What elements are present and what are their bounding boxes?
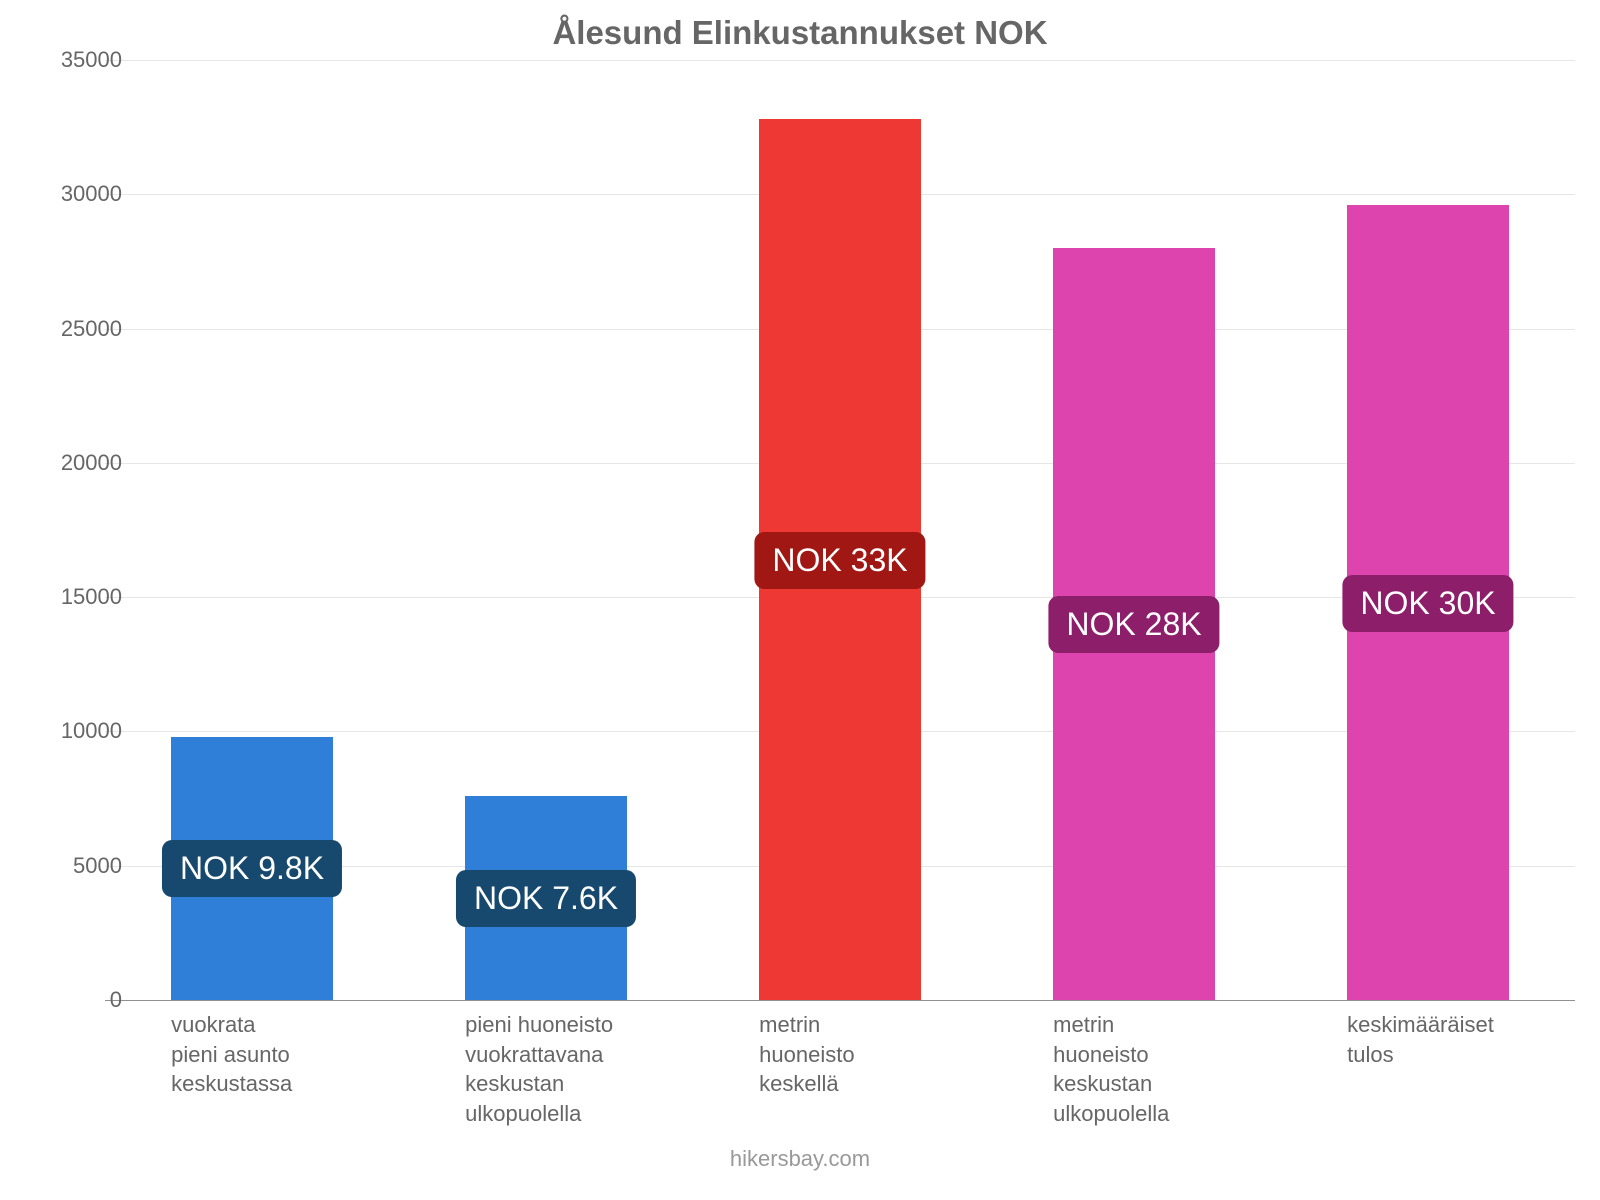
xtick-label: keskimääräisettulos [1347, 1010, 1549, 1069]
ytick-label: 10000 [22, 718, 122, 744]
xtick-label: metrinhuoneistokeskellä [759, 1010, 961, 1099]
xtick-label: vuokratapieni asuntokeskustassa [171, 1010, 373, 1099]
gridline [105, 60, 1575, 61]
ytick-label: 0 [22, 987, 122, 1013]
value-badge: NOK 33K [754, 532, 925, 589]
ytick-label: 20000 [22, 450, 122, 476]
ytick-label: 15000 [22, 584, 122, 610]
value-badge: NOK 28K [1048, 596, 1219, 653]
cost-of-living-chart: Ålesund Elinkustannukset NOK NOK 9.8KNOK… [0, 0, 1600, 1200]
chart-title: Ålesund Elinkustannukset NOK [0, 14, 1600, 52]
value-badge: NOK 30K [1342, 575, 1513, 632]
plot-area: NOK 9.8K NOK 7.6K NOK 33K NOK 28K NOK 30K [105, 60, 1575, 1000]
x-axis-line [105, 1000, 1575, 1001]
footer-credit: hikersbay.com [0, 1146, 1600, 1172]
ytick-label: 30000 [22, 181, 122, 207]
xtick-label: metrinhuoneistokeskustanulkopuolella [1053, 1010, 1255, 1129]
xtick-label: pieni huoneistovuokrattavanakeskustanulk… [465, 1010, 667, 1129]
ytick-label: 25000 [22, 316, 122, 342]
ytick-label: 35000 [22, 47, 122, 73]
value-badge: NOK 7.6K [456, 870, 636, 927]
ytick-label: 5000 [22, 853, 122, 879]
value-badge: NOK 9.8K [162, 840, 342, 897]
